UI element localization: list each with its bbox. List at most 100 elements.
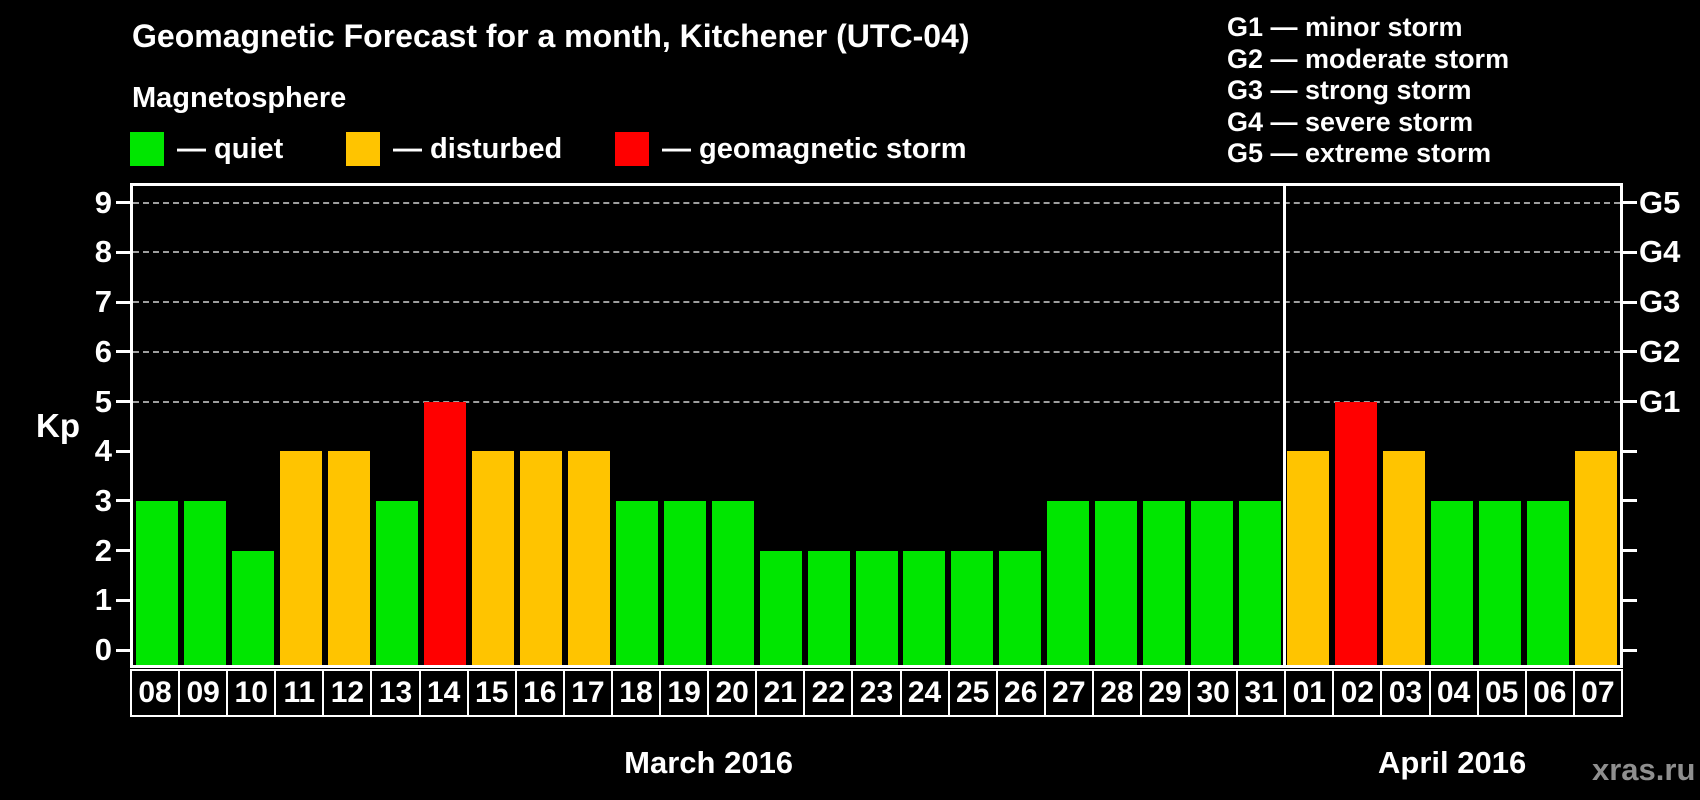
kp-bar	[1335, 401, 1378, 665]
day-label-cell: 07	[1572, 669, 1623, 717]
kp-gridline	[133, 251, 1620, 254]
legend-item-label: — geomagnetic storm	[662, 132, 967, 165]
y-axis-tick-label: 2	[94, 532, 112, 568]
day-label-cell: 15	[466, 669, 517, 717]
chart-title: Geomagnetic Forecast for a month, Kitche…	[132, 18, 970, 54]
day-label-cell: 02	[1332, 669, 1383, 717]
y-axis-tick	[1623, 648, 1637, 652]
storm-color-swatch	[615, 132, 649, 166]
day-label-cell: 19	[659, 669, 710, 717]
day-label-cell: 21	[755, 669, 806, 717]
kp-bar	[663, 500, 706, 665]
day-label-cell: 05	[1476, 669, 1527, 717]
kp-bar	[999, 550, 1042, 665]
kp-bar	[759, 550, 802, 665]
y-axis-tick	[1623, 598, 1637, 602]
y-axis-tick	[1623, 250, 1637, 254]
kp-bar	[1383, 451, 1426, 665]
magnetosphere-label: Magnetosphere	[132, 82, 347, 114]
watermark: xras.ru	[1592, 752, 1696, 787]
day-label-cell: 08	[130, 669, 181, 717]
y-axis-tick	[116, 499, 130, 503]
kp-bar	[423, 401, 466, 665]
day-label-cell: 29	[1139, 669, 1191, 717]
day-label-cell: 26	[995, 669, 1046, 717]
kp-bar	[1239, 500, 1282, 665]
quiet-color-swatch	[130, 132, 164, 166]
g-scale-label: G4	[1639, 234, 1681, 270]
storm-scale-item: G1 — minor storm	[1227, 12, 1463, 42]
storm-scale-legend: G1 — minor storm G2 — moderate storm G3 — …	[1227, 12, 1509, 170]
day-label-cell: 12	[322, 669, 373, 717]
day-label-cell: 23	[851, 669, 902, 717]
kp-bar	[951, 550, 994, 665]
y-axis-tick-label: 8	[94, 234, 112, 270]
y-axis-tick	[1623, 549, 1637, 553]
kp-bar	[903, 550, 946, 665]
kp-bar	[1143, 500, 1186, 665]
kp-bar	[615, 500, 658, 665]
day-label-cell: 14	[418, 669, 469, 717]
day-label-cell: 22	[803, 669, 854, 717]
kp-bar	[1047, 500, 1090, 665]
g-scale-label: G3	[1639, 284, 1681, 320]
legend-item-label: — disturbed	[393, 132, 563, 165]
kp-bar	[1527, 500, 1570, 665]
day-label-cell: 31	[1236, 669, 1287, 717]
y-axis-tick-label: 7	[94, 284, 112, 320]
y-axis-tick	[116, 598, 130, 602]
month-label-april: April 2016	[1378, 745, 1527, 780]
y-axis-tick	[1623, 499, 1637, 503]
day-label-cell: 04	[1428, 669, 1479, 717]
legend-item-label: — quiet	[177, 132, 284, 165]
day-label-cell: 06	[1524, 669, 1575, 717]
kp-bar	[567, 451, 610, 665]
kp-bar	[1287, 451, 1330, 665]
kp-bar	[1479, 500, 1522, 665]
kp-bar	[855, 550, 898, 665]
y-axis-tick	[116, 400, 130, 403]
kp-bar	[1431, 500, 1474, 665]
y-axis-tick-label: 3	[94, 482, 112, 518]
storm-scale-item: G2 — moderate storm	[1227, 43, 1510, 74]
day-label-cell: 01	[1284, 669, 1335, 717]
y-axis-tick	[116, 250, 130, 254]
kp-bar	[711, 500, 754, 665]
day-label-cell: 16	[514, 669, 565, 717]
kp-bar	[231, 550, 274, 665]
y-axis-tick-label: 1	[94, 582, 112, 618]
day-label-cell: 28	[1091, 669, 1142, 717]
kp-gridline	[133, 301, 1620, 304]
day-label-cell: 27	[1043, 669, 1094, 717]
g-scale-label: G2	[1639, 333, 1681, 369]
kp-gridline	[133, 400, 1620, 403]
y-axis-tick-label: 9	[94, 184, 112, 220]
day-label-cell: 17	[562, 669, 613, 717]
storm-scale-item: G5 — extreme storm	[1227, 138, 1492, 168]
y-axis-tick	[116, 449, 130, 453]
day-axis: 08 09 10 11 12 13 14 15 16 17 18 19 20 21 22 23 24 25 26 27…	[130, 669, 1623, 717]
disturbed-color-swatch	[346, 132, 380, 166]
legend-item-storm: — geomagnetic storm	[615, 132, 967, 166]
kp-bar	[471, 451, 514, 665]
legend-item-quiet: — quiet	[130, 132, 283, 166]
y-axis-tick	[116, 350, 130, 354]
y-axis-tick-label: 4	[94, 433, 112, 469]
day-label-cell: 30	[1188, 669, 1239, 717]
kp-bar	[1575, 451, 1618, 665]
kp-gridline	[133, 201, 1620, 204]
day-label-cell: 18	[610, 669, 662, 717]
day-label-cell: 03	[1380, 669, 1431, 717]
y-axis-tick	[1623, 449, 1637, 453]
y-axis-tick	[116, 549, 130, 553]
storm-scale-item: G3 — strong storm	[1227, 75, 1472, 105]
y-axis-tick	[116, 300, 130, 304]
month-separator-line	[1282, 186, 1286, 665]
g-scale-label: G1	[1639, 383, 1681, 419]
y-axis-tick	[116, 648, 130, 652]
kp-bar	[1095, 500, 1138, 665]
day-label-cell: 25	[947, 669, 998, 717]
kp-bar	[327, 451, 370, 665]
y-axis-tick	[116, 201, 130, 205]
